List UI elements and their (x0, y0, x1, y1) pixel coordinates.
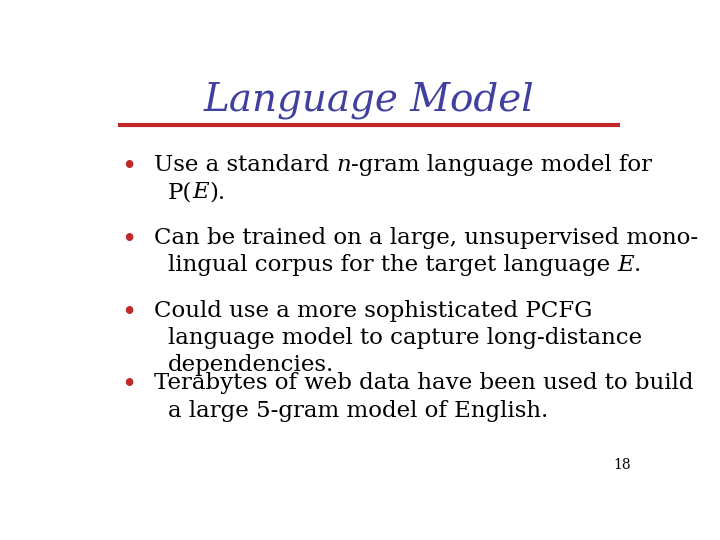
Text: dependencies.: dependencies. (168, 354, 334, 376)
Text: n: n (337, 154, 351, 176)
Text: E: E (618, 254, 634, 276)
Text: Language Model: Language Model (204, 82, 534, 119)
Text: -gram language model for: -gram language model for (351, 154, 652, 176)
Text: ).: ). (210, 181, 225, 203)
Text: Could use a more sophisticated PCFG: Could use a more sophisticated PCFG (154, 300, 593, 322)
Text: language model to capture long-distance: language model to capture long-distance (168, 327, 642, 349)
Text: E: E (192, 181, 210, 203)
Text: P(: P( (168, 181, 192, 203)
Text: •: • (122, 227, 137, 252)
Text: •: • (122, 154, 137, 179)
Text: 18: 18 (613, 458, 631, 472)
Text: •: • (122, 373, 137, 397)
Text: .: . (634, 254, 642, 276)
Text: lingual corpus for the target language: lingual corpus for the target language (168, 254, 618, 276)
Text: a large 5-gram model of English.: a large 5-gram model of English. (168, 400, 549, 422)
Text: Use a standard: Use a standard (154, 154, 337, 176)
Text: •: • (122, 300, 137, 325)
Text: Terabytes of web data have been used to build: Terabytes of web data have been used to … (154, 373, 693, 395)
Text: Can be trained on a large, unsupervised mono-: Can be trained on a large, unsupervised … (154, 227, 698, 249)
